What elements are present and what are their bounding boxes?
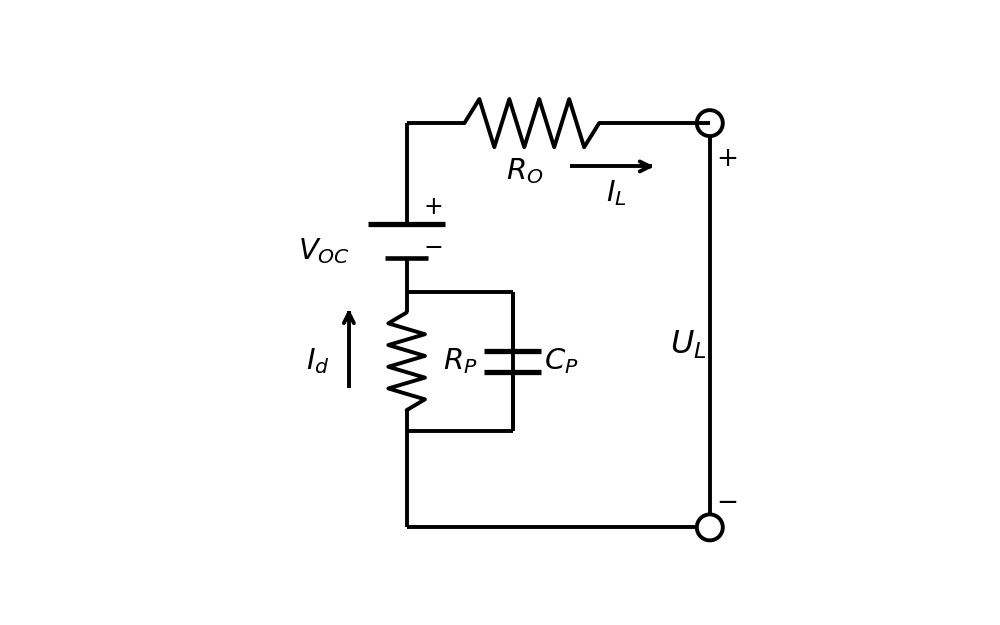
Text: $I_d$: $I_d$ [306,346,329,376]
Text: $-$: $-$ [423,234,443,258]
Text: $U_L$: $U_L$ [670,328,706,361]
Text: $C_P$: $C_P$ [544,346,578,376]
Text: $-$: $-$ [716,488,737,514]
Text: $R_P$: $R_P$ [443,346,477,376]
Text: $V_{OC}$: $V_{OC}$ [298,236,350,266]
Text: $+$: $+$ [716,146,737,172]
Text: $I_L$: $I_L$ [606,178,626,208]
Text: $R_O$: $R_O$ [506,156,543,186]
Text: $+$: $+$ [423,196,443,219]
